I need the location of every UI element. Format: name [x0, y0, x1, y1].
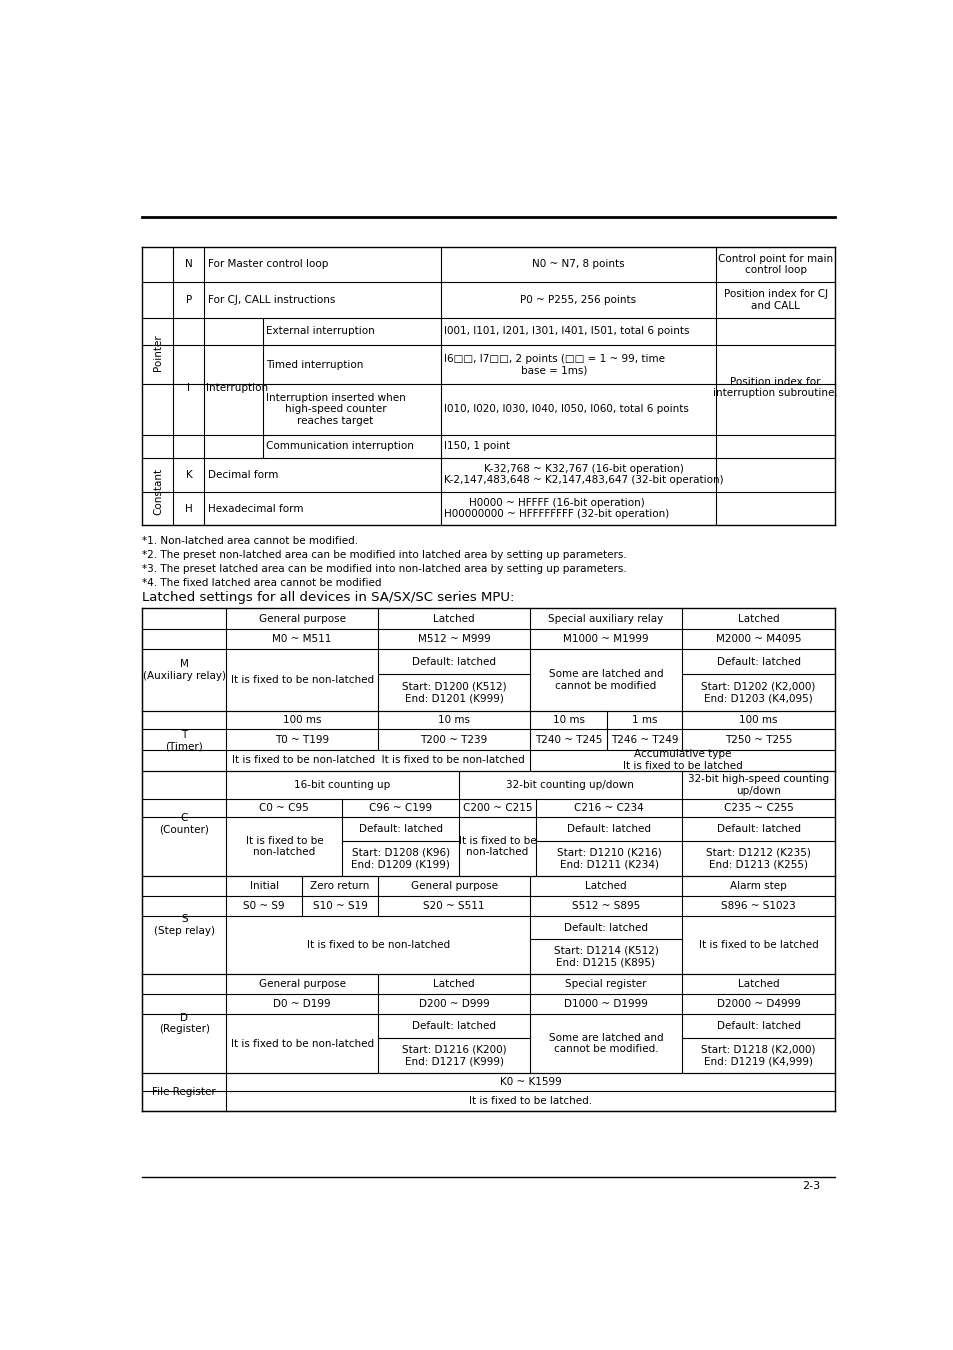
- Text: N0 ~ N7, 8 points: N0 ~ N7, 8 points: [532, 259, 624, 270]
- Text: Some are latched and
cannot be modified: Some are latched and cannot be modified: [548, 670, 662, 691]
- Text: C0 ~ C95: C0 ~ C95: [259, 803, 309, 813]
- Text: Communication interruption: Communication interruption: [266, 441, 414, 451]
- Text: Zero return: Zero return: [310, 880, 370, 891]
- Text: Start: D1212 (K235)
End: D1213 (K255): Start: D1212 (K235) End: D1213 (K255): [705, 848, 810, 869]
- Text: Default: latched: Default: latched: [716, 1021, 800, 1031]
- Text: Some are latched and
cannot be modified.: Some are latched and cannot be modified.: [548, 1033, 662, 1054]
- Text: S512 ~ S895: S512 ~ S895: [571, 900, 639, 911]
- Text: C
(Counter): C (Counter): [159, 813, 209, 834]
- Text: S896 ~ S1023: S896 ~ S1023: [720, 900, 795, 911]
- Text: General purpose: General purpose: [258, 614, 345, 624]
- Text: Default: latched: Default: latched: [412, 1021, 496, 1031]
- Text: Default: latched: Default: latched: [566, 824, 650, 834]
- Text: C216 ~ C234: C216 ~ C234: [574, 803, 643, 813]
- Text: D
(Register): D (Register): [159, 1012, 210, 1034]
- Text: 10 ms: 10 ms: [552, 716, 584, 725]
- Text: Interruption: Interruption: [206, 382, 268, 393]
- Text: Decimal form: Decimal form: [208, 470, 277, 479]
- Text: 32-bit high-speed counting
up/down: 32-bit high-speed counting up/down: [687, 774, 828, 795]
- Text: S20 ~ S511: S20 ~ S511: [423, 900, 484, 911]
- Text: Latched: Latched: [584, 880, 626, 891]
- Text: Hexadecimal form: Hexadecimal form: [208, 504, 303, 513]
- Text: General purpose: General purpose: [258, 979, 345, 990]
- Text: For Master control loop: For Master control loop: [208, 259, 328, 270]
- Text: Start: D1210 (K216)
End: D1211 (K234): Start: D1210 (K216) End: D1211 (K234): [557, 848, 660, 869]
- Text: 2-3: 2-3: [801, 1181, 820, 1191]
- Text: It is fixed to be latched.: It is fixed to be latched.: [469, 1096, 592, 1107]
- Text: It is fixed to be
non-latched: It is fixed to be non-latched: [458, 836, 536, 857]
- Text: Constant: Constant: [152, 468, 163, 516]
- Text: K0 ~ K1599: K0 ~ K1599: [499, 1077, 561, 1087]
- Text: It is fixed to be non-latched: It is fixed to be non-latched: [306, 940, 449, 950]
- Text: It is fixed to be non-latched  It is fixed to be non-latched: It is fixed to be non-latched It is fixe…: [232, 755, 524, 765]
- Text: *2. The preset non-latched area can be modified into latched area by setting up : *2. The preset non-latched area can be m…: [142, 549, 626, 560]
- Text: Default: latched: Default: latched: [563, 922, 647, 933]
- Text: T250 ~ T255: T250 ~ T255: [724, 734, 792, 744]
- Text: P0 ~ P255, 256 points: P0 ~ P255, 256 points: [519, 294, 636, 305]
- Text: T0 ~ T199: T0 ~ T199: [274, 734, 329, 744]
- Text: It is fixed to be non-latched: It is fixed to be non-latched: [231, 1038, 374, 1049]
- Text: T240 ~ T245: T240 ~ T245: [535, 734, 601, 744]
- Text: M1000 ~ M1999: M1000 ~ M1999: [562, 634, 648, 644]
- Text: S0 ~ S9: S0 ~ S9: [243, 900, 285, 911]
- Text: Start: D1216 (K200)
End: D1217 (K999): Start: D1216 (K200) End: D1217 (K999): [401, 1045, 506, 1066]
- Text: For CJ, CALL instructions: For CJ, CALL instructions: [208, 294, 335, 305]
- Text: Position index for CJ
and CALL: Position index for CJ and CALL: [723, 289, 827, 310]
- Text: K-32,768 ~ K32,767 (16-bit operation)
K-2,147,483,648 ~ K2,147,483,647 (32-bit o: K-32,768 ~ K32,767 (16-bit operation) K-…: [443, 464, 722, 486]
- Text: M0 ~ M511: M0 ~ M511: [273, 634, 332, 644]
- Text: Default: latched: Default: latched: [358, 824, 442, 834]
- Text: Timed interruption: Timed interruption: [266, 359, 363, 370]
- Text: T246 ~ T249: T246 ~ T249: [610, 734, 678, 744]
- Text: Alarm step: Alarm step: [729, 880, 786, 891]
- Text: Default: latched: Default: latched: [716, 824, 800, 834]
- Text: It is fixed to be
non-latched: It is fixed to be non-latched: [245, 836, 323, 857]
- Text: Position index for
interruption subroutine.: Position index for interruption subrouti…: [713, 377, 837, 398]
- Text: *1. Non-latched area cannot be modified.: *1. Non-latched area cannot be modified.: [142, 536, 358, 547]
- Text: Latched: Latched: [737, 614, 779, 624]
- Text: C235 ~ C255: C235 ~ C255: [723, 803, 793, 813]
- Text: *4. The fixed latched area cannot be modified: *4. The fixed latched area cannot be mod…: [142, 578, 381, 587]
- Text: N: N: [185, 259, 193, 270]
- Text: D200 ~ D999: D200 ~ D999: [418, 999, 489, 1010]
- Text: File Register: File Register: [152, 1087, 216, 1098]
- Text: Default: latched: Default: latched: [412, 656, 496, 667]
- Text: M2000 ~ M4095: M2000 ~ M4095: [715, 634, 801, 644]
- Text: I150, 1 point: I150, 1 point: [443, 441, 510, 451]
- Text: Latched: Latched: [737, 979, 779, 990]
- Text: It is fixed to be non-latched: It is fixed to be non-latched: [231, 675, 374, 686]
- Text: 100 ms: 100 ms: [283, 716, 321, 725]
- Text: 16-bit counting up: 16-bit counting up: [294, 780, 390, 790]
- Text: C96 ~ C199: C96 ~ C199: [369, 803, 432, 813]
- Text: Default: latched: Default: latched: [716, 656, 800, 667]
- Text: Start: D1200 (K512)
End: D1201 (K999): Start: D1200 (K512) End: D1201 (K999): [401, 682, 506, 703]
- Text: Latched settings for all devices in SA/SX/SC series MPU:: Latched settings for all devices in SA/S…: [142, 591, 515, 603]
- Text: Start: D1208 (K96)
End: D1209 (K199): Start: D1208 (K96) End: D1209 (K199): [351, 848, 450, 869]
- Text: S10 ~ S19: S10 ~ S19: [313, 900, 367, 911]
- Text: I010, I020, I030, I040, I050, I060, total 6 points: I010, I020, I030, I040, I050, I060, tota…: [443, 404, 688, 414]
- Text: I001, I101, I201, I301, I401, I501, total 6 points: I001, I101, I201, I301, I401, I501, tota…: [443, 327, 689, 336]
- Text: I6□□, I7□□, 2 points (□□ = 1 ~ 99, time
base = 1ms): I6□□, I7□□, 2 points (□□ = 1 ~ 99, time …: [443, 354, 664, 375]
- Text: S
(Step relay): S (Step relay): [153, 914, 214, 936]
- Text: D2000 ~ D4999: D2000 ~ D4999: [716, 999, 800, 1010]
- Text: Initial: Initial: [250, 880, 278, 891]
- Text: D0 ~ D199: D0 ~ D199: [274, 999, 331, 1010]
- Text: Latched: Latched: [433, 979, 475, 990]
- Text: External interruption: External interruption: [266, 327, 375, 336]
- Text: T
(Timer): T (Timer): [165, 730, 203, 752]
- Text: Pointer: Pointer: [152, 333, 163, 370]
- Text: Accumulative type
It is fixed to be latched: Accumulative type It is fixed to be latc…: [622, 749, 741, 771]
- Text: P: P: [186, 294, 192, 305]
- Text: Start: D1218 (K2,000)
End: D1219 (K4,999): Start: D1218 (K2,000) End: D1219 (K4,999…: [700, 1045, 815, 1066]
- Text: Latched: Latched: [433, 614, 475, 624]
- Text: 100 ms: 100 ms: [739, 716, 777, 725]
- Text: 10 ms: 10 ms: [437, 716, 470, 725]
- Text: Interruption inserted when
high-speed counter
reaches target: Interruption inserted when high-speed co…: [266, 393, 405, 425]
- Text: 32-bit counting up/down: 32-bit counting up/down: [506, 780, 634, 790]
- Text: Control point for main
control loop: Control point for main control loop: [718, 254, 832, 275]
- Text: *3. The preset latched area can be modified into non-latched area by setting up : *3. The preset latched area can be modif…: [142, 564, 626, 574]
- Text: T200 ~ T239: T200 ~ T239: [420, 734, 487, 744]
- Text: General purpose: General purpose: [410, 880, 497, 891]
- Text: I: I: [188, 382, 191, 393]
- Text: Special register: Special register: [564, 979, 646, 990]
- Text: Start: D1202 (K2,000)
End: D1203 (K4,095): Start: D1202 (K2,000) End: D1203 (K4,095…: [700, 682, 815, 703]
